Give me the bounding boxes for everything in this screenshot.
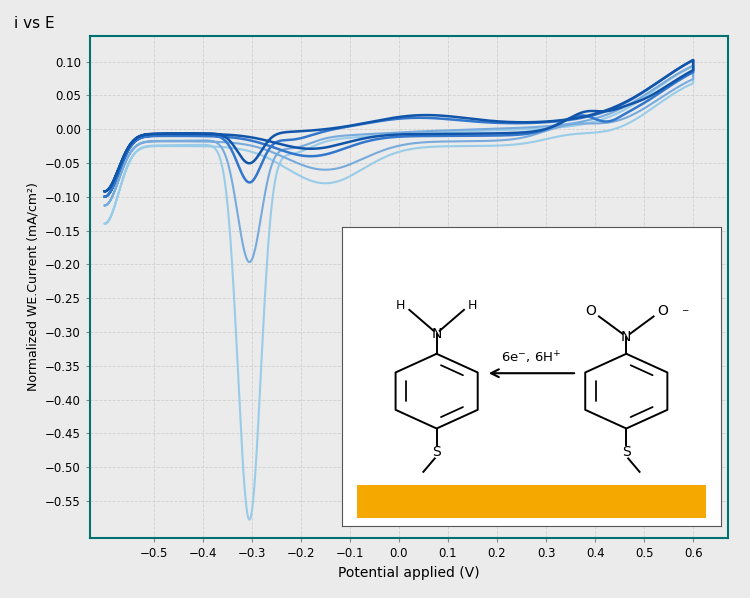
Text: i vs E: i vs E — [13, 16, 54, 30]
X-axis label: Potential applied (V): Potential applied (V) — [338, 566, 479, 580]
Y-axis label: Normalized WE.Current (mA/cm²): Normalized WE.Current (mA/cm²) — [26, 182, 40, 392]
